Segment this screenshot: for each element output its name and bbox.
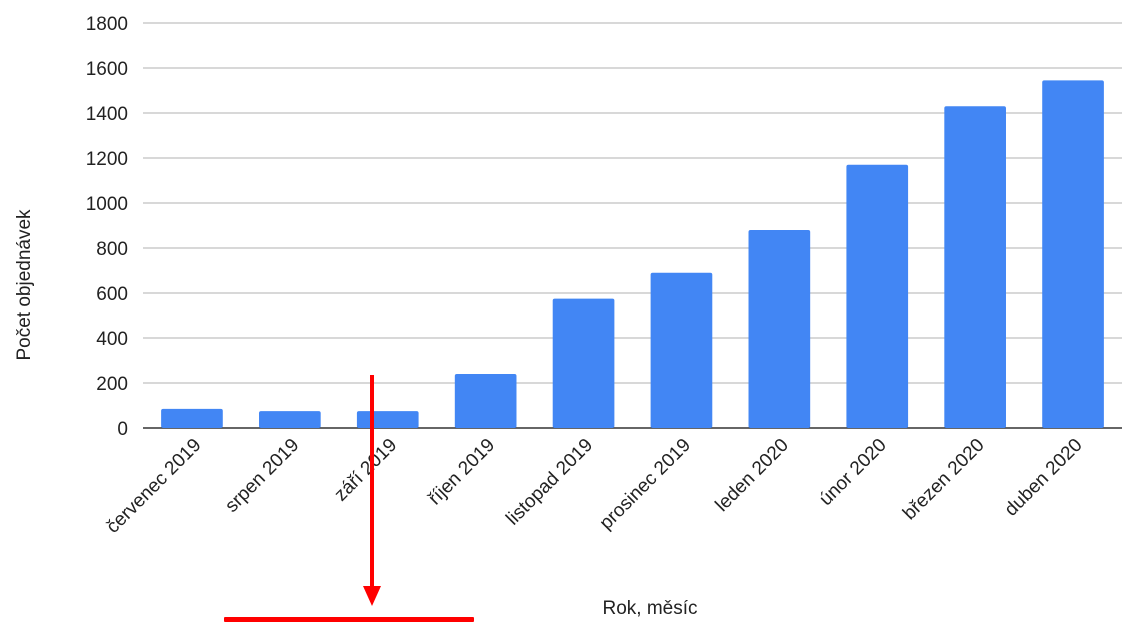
bar <box>259 411 321 428</box>
x-tick-label: duben 2020 <box>1001 435 1087 521</box>
bar <box>161 408 223 428</box>
x-tick-label: listopad 2019 <box>502 435 597 530</box>
annotation-arrow-head <box>363 586 381 606</box>
y-tick-label: 1400 <box>86 104 128 125</box>
y-tick-label: 0 <box>117 419 128 440</box>
bars <box>161 80 1104 428</box>
y-tick-label: 1200 <box>86 149 128 170</box>
bar <box>748 230 811 428</box>
x-axis-tick-labels: červenec 2019 srpen 2019 září 2019 říjen 20… <box>102 435 1086 538</box>
bar <box>650 272 713 428</box>
bar <box>552 298 615 428</box>
y-tick-label: 1600 <box>86 59 128 80</box>
x-tick-label: leden 2020 <box>712 435 793 516</box>
x-tick-label: září 2019 <box>330 435 401 506</box>
x-axis-title: Rok, měsíc <box>602 598 697 619</box>
gridlines <box>143 22 1122 429</box>
bar <box>944 106 1006 428</box>
y-tick-label: 800 <box>96 239 128 260</box>
x-tick-label: červenec 2019 <box>102 435 205 538</box>
y-axis-tick-labels: 0 200 400 600 800 1000 1200 1400 1600 1800 <box>86 14 128 440</box>
x-tick-label: srpen 2019 <box>221 435 303 517</box>
x-tick-label: říjen 2019 <box>425 435 500 510</box>
bar <box>1042 80 1104 428</box>
annotation-caption-clipped <box>224 617 474 622</box>
y-tick-label: 1800 <box>86 14 128 35</box>
bar <box>846 164 909 428</box>
bar <box>356 411 419 428</box>
x-tick-label: únor 2020 <box>815 435 890 510</box>
y-tick-label: 600 <box>96 284 128 305</box>
x-tick-label: březen 2020 <box>899 435 989 525</box>
y-tick-label: 400 <box>96 329 128 350</box>
x-tick-label: prosinec 2019 <box>596 435 695 534</box>
annotation <box>224 375 474 622</box>
y-tick-label: 1000 <box>86 194 128 215</box>
y-tick-label: 200 <box>96 374 128 395</box>
y-axis-title: Počet objednávek <box>14 209 35 361</box>
bar <box>454 374 517 428</box>
